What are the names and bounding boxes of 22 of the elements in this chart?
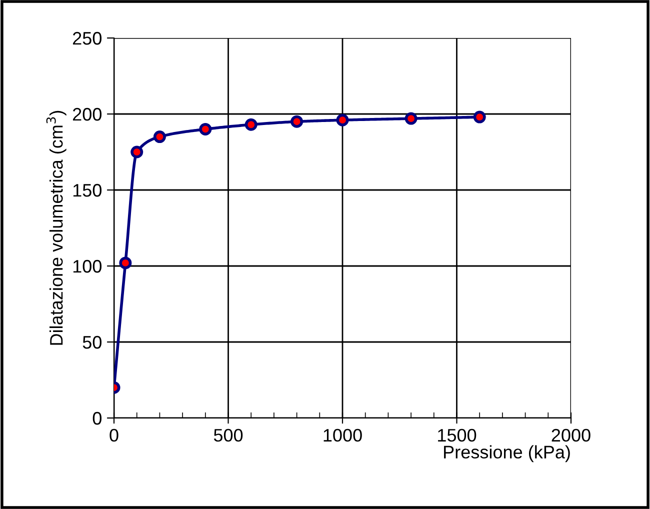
y-tick-label: 200 — [72, 108, 102, 121]
x-tick-label: 1000 — [324, 428, 362, 442]
x-tick-label: 0 — [110, 428, 118, 442]
x-tick-label: 500 — [214, 428, 243, 442]
point — [199, 122, 212, 136]
y-tick-label: 250 — [72, 32, 102, 45]
x-tick-label: 2000 — [552, 428, 590, 442]
y-axis-title: Dilatazione volumetrica (cm$^{3}$) — [46, 110, 66, 345]
y-tick-label: 50 — [82, 336, 102, 349]
x-tick-label: 1500 — [438, 428, 476, 442]
point — [404, 112, 418, 125]
x-axis-title: Pressione (kPa) — [444, 445, 570, 462]
point — [290, 115, 304, 128]
y-tick-label: 100 — [73, 260, 102, 273]
point — [153, 130, 166, 144]
point — [473, 110, 486, 124]
point — [130, 146, 144, 158]
point — [244, 118, 258, 131]
y-tick-label: 0 — [92, 412, 102, 425]
y-tick-label: 150 — [73, 184, 102, 197]
point — [336, 114, 349, 126]
point — [119, 256, 132, 270]
